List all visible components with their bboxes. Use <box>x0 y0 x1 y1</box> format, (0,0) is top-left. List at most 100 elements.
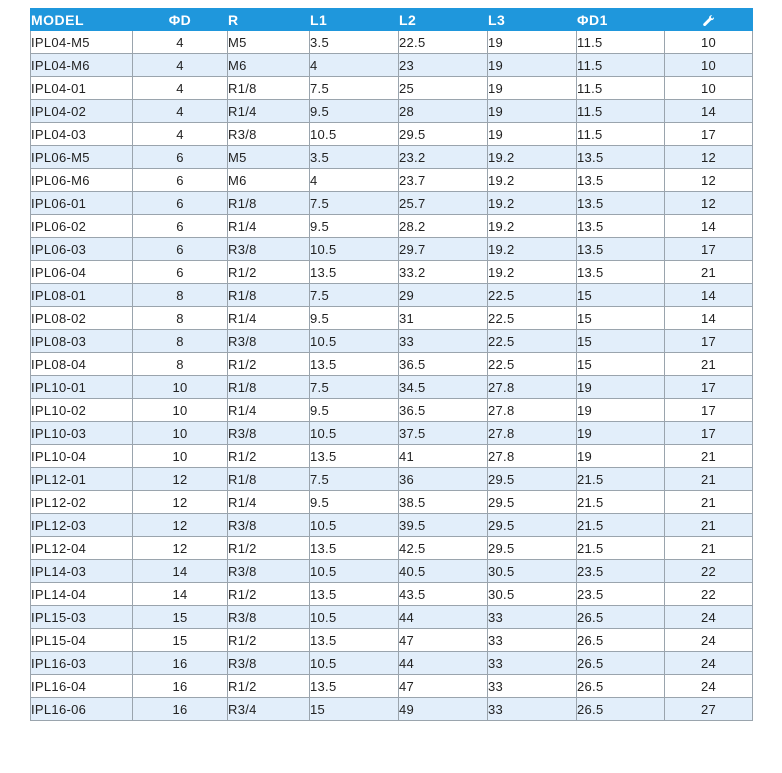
cell-hex-size: 17 <box>664 237 753 261</box>
table-row: IPL06-M6 6 M6 4 23.7 19.2 13.5 12 <box>30 168 753 192</box>
cell-l2: 25.7 <box>398 191 488 215</box>
cell-r: R3/4 <box>227 697 310 721</box>
cell-l3: 22.5 <box>487 352 577 376</box>
table-row: IPL10-01 10 R1/8 7.5 34.5 27.8 19 17 <box>30 375 753 399</box>
table-row: IPL14-04 14 R1/2 13.5 43.5 30.5 23.5 22 <box>30 582 753 606</box>
cell-od: 14 <box>132 559 228 583</box>
cell-od1: 13.5 <box>576 168 665 192</box>
cell-l1: 13.5 <box>309 352 399 376</box>
cell-l2: 33 <box>398 329 488 353</box>
cell-l3: 27.8 <box>487 375 577 399</box>
cell-od1: 11.5 <box>576 99 665 123</box>
cell-od: 8 <box>132 306 228 330</box>
cell-hex-size: 21 <box>664 513 753 537</box>
column-header-hex <box>664 8 753 31</box>
cell-l3: 22.5 <box>487 329 577 353</box>
cell-od1: 21.5 <box>576 490 665 514</box>
cell-l3: 19 <box>487 76 577 100</box>
cell-l1: 9.5 <box>309 306 399 330</box>
cell-r: R3/8 <box>227 237 310 261</box>
cell-model: IPL08-02 <box>30 306 133 330</box>
cell-model: IPL04-M5 <box>30 30 133 54</box>
cell-l1: 10.5 <box>309 237 399 261</box>
cell-hex-size: 17 <box>664 398 753 422</box>
table-row: IPL16-04 16 R1/2 13.5 47 33 26.5 24 <box>30 674 753 698</box>
cell-model: IPL10-02 <box>30 398 133 422</box>
cell-od1: 13.5 <box>576 214 665 238</box>
cell-model: IPL16-03 <box>30 651 133 675</box>
cell-l2: 47 <box>398 674 488 698</box>
cell-od: 6 <box>132 145 228 169</box>
cell-hex-size: 21 <box>664 536 753 560</box>
cell-hex-size: 12 <box>664 191 753 215</box>
cell-od: 6 <box>132 168 228 192</box>
spec-table: MODEL ΦD R L1 L2 L3 ΦD1 IPL04-M5 4 M5 3.5 22… <box>30 8 753 721</box>
cell-hex-size: 21 <box>664 352 753 376</box>
cell-od: 4 <box>132 76 228 100</box>
cell-model: IPL06-03 <box>30 237 133 261</box>
cell-l1: 9.5 <box>309 99 399 123</box>
cell-od: 8 <box>132 352 228 376</box>
cell-od1: 13.5 <box>576 145 665 169</box>
cell-l2: 23 <box>398 53 488 77</box>
table-row: IPL06-M5 6 M5 3.5 23.2 19.2 13.5 12 <box>30 145 753 169</box>
table-row: IPL04-02 4 R1/4 9.5 28 19 11.5 14 <box>30 99 753 123</box>
cell-l3: 19 <box>487 30 577 54</box>
cell-model: IPL12-04 <box>30 536 133 560</box>
table-row: IPL12-02 12 R1/4 9.5 38.5 29.5 21.5 21 <box>30 490 753 514</box>
cell-l1: 10.5 <box>309 122 399 146</box>
cell-od1: 23.5 <box>576 582 665 606</box>
cell-l1: 3.5 <box>309 30 399 54</box>
cell-r: R1/4 <box>227 490 310 514</box>
cell-l3: 33 <box>487 628 577 652</box>
cell-model: IPL06-04 <box>30 260 133 284</box>
cell-l1: 13.5 <box>309 444 399 468</box>
table-row: IPL12-03 12 R3/8 10.5 39.5 29.5 21.5 21 <box>30 513 753 537</box>
cell-od: 4 <box>132 122 228 146</box>
cell-od: 12 <box>132 536 228 560</box>
cell-od: 10 <box>132 398 228 422</box>
cell-l2: 22.5 <box>398 30 488 54</box>
table-row: IPL04-M6 4 M6 4 23 19 11.5 10 <box>30 53 753 77</box>
cell-model: IPL06-M5 <box>30 145 133 169</box>
cell-l2: 23.2 <box>398 145 488 169</box>
cell-model: IPL16-06 <box>30 697 133 721</box>
cell-hex-size: 14 <box>664 283 753 307</box>
cell-l2: 28 <box>398 99 488 123</box>
cell-l2: 36 <box>398 467 488 491</box>
cell-hex-size: 21 <box>664 444 753 468</box>
cell-od: 12 <box>132 467 228 491</box>
cell-l3: 30.5 <box>487 559 577 583</box>
cell-od: 12 <box>132 513 228 537</box>
cell-od: 10 <box>132 375 228 399</box>
cell-od: 4 <box>132 53 228 77</box>
cell-model: IPL14-04 <box>30 582 133 606</box>
cell-od1: 21.5 <box>576 467 665 491</box>
cell-r: R3/8 <box>227 605 310 629</box>
cell-od1: 21.5 <box>576 536 665 560</box>
cell-model: IPL08-04 <box>30 352 133 376</box>
cell-l2: 36.5 <box>398 352 488 376</box>
cell-r: R1/2 <box>227 444 310 468</box>
cell-l3: 19.2 <box>487 237 577 261</box>
cell-od1: 13.5 <box>576 260 665 284</box>
cell-l1: 4 <box>309 168 399 192</box>
table-row: IPL10-03 10 R3/8 10.5 37.5 27.8 19 17 <box>30 421 753 445</box>
cell-l1: 15 <box>309 697 399 721</box>
cell-l2: 29.5 <box>398 122 488 146</box>
table-row: IPL10-04 10 R1/2 13.5 41 27.8 19 21 <box>30 444 753 468</box>
cell-od: 16 <box>132 674 228 698</box>
cell-r: M6 <box>227 168 310 192</box>
table-row: IPL04-03 4 R3/8 10.5 29.5 19 11.5 17 <box>30 122 753 146</box>
table-row: IPL12-04 12 R1/2 13.5 42.5 29.5 21.5 21 <box>30 536 753 560</box>
cell-hex-size: 10 <box>664 53 753 77</box>
cell-l3: 33 <box>487 697 577 721</box>
cell-r: M5 <box>227 145 310 169</box>
cell-hex-size: 10 <box>664 76 753 100</box>
cell-od: 15 <box>132 605 228 629</box>
table-row: IPL06-03 6 R3/8 10.5 29.7 19.2 13.5 17 <box>30 237 753 261</box>
cell-hex-size: 27 <box>664 697 753 721</box>
cell-hex-size: 17 <box>664 421 753 445</box>
table-row: IPL15-03 15 R3/8 10.5 44 33 26.5 24 <box>30 605 753 629</box>
cell-l1: 3.5 <box>309 145 399 169</box>
